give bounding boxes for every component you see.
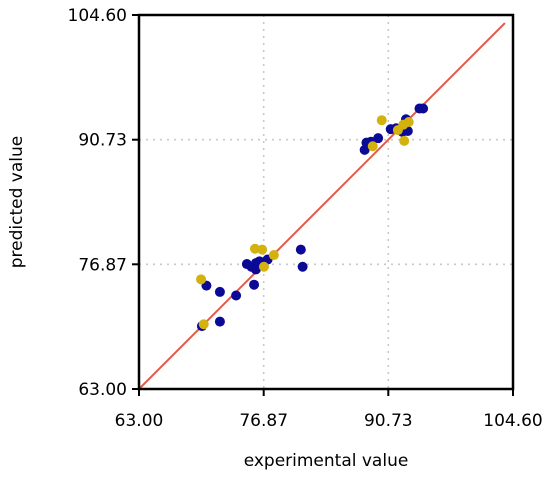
data-point-series-1 bbox=[367, 141, 378, 152]
x-tick-label: 90.73 bbox=[364, 411, 413, 431]
data-point-series-1 bbox=[399, 135, 410, 146]
y-tick-label: 104.60 bbox=[68, 6, 127, 26]
data-point-series-0 bbox=[231, 290, 242, 301]
y-tick-label: 63.00 bbox=[78, 380, 127, 400]
data-point-series-0 bbox=[250, 264, 261, 275]
y-tick-label: 76.87 bbox=[78, 255, 127, 275]
data-point-series-1 bbox=[403, 116, 414, 127]
data-point-series-0 bbox=[297, 261, 308, 272]
reference-line-group bbox=[138, 22, 506, 390]
x-tick-label: 104.60 bbox=[483, 411, 542, 431]
data-point-series-1 bbox=[258, 261, 269, 272]
data-point-series-1 bbox=[268, 250, 279, 261]
x-axis-ticks: 63.00 76.87 90.73 104.60 bbox=[115, 389, 543, 431]
data-point-series-1 bbox=[196, 274, 207, 285]
data-point-series-1 bbox=[257, 244, 268, 255]
data-point-series-0 bbox=[295, 244, 306, 255]
reference-line bbox=[138, 22, 506, 390]
x-axis-label: experimental value bbox=[244, 451, 409, 471]
x-tick-label: 63.00 bbox=[115, 411, 164, 431]
data-point-series-0 bbox=[214, 316, 225, 327]
data-point-series-1 bbox=[198, 319, 209, 330]
y-axis-label: predicted value bbox=[7, 136, 27, 268]
data-point-series-0 bbox=[373, 133, 384, 144]
data-point-series-0 bbox=[214, 286, 225, 297]
data-point-series-1 bbox=[376, 115, 387, 126]
y-tick-label: 90.73 bbox=[78, 131, 127, 151]
data-point-series-0 bbox=[418, 103, 429, 114]
plot-frame bbox=[137, 13, 515, 391]
y-axis-ticks: 63.00 76.87 90.73 104.60 bbox=[68, 6, 139, 400]
data-points bbox=[196, 103, 429, 332]
data-point-series-0 bbox=[249, 279, 260, 290]
x-tick-label: 76.87 bbox=[239, 411, 288, 431]
